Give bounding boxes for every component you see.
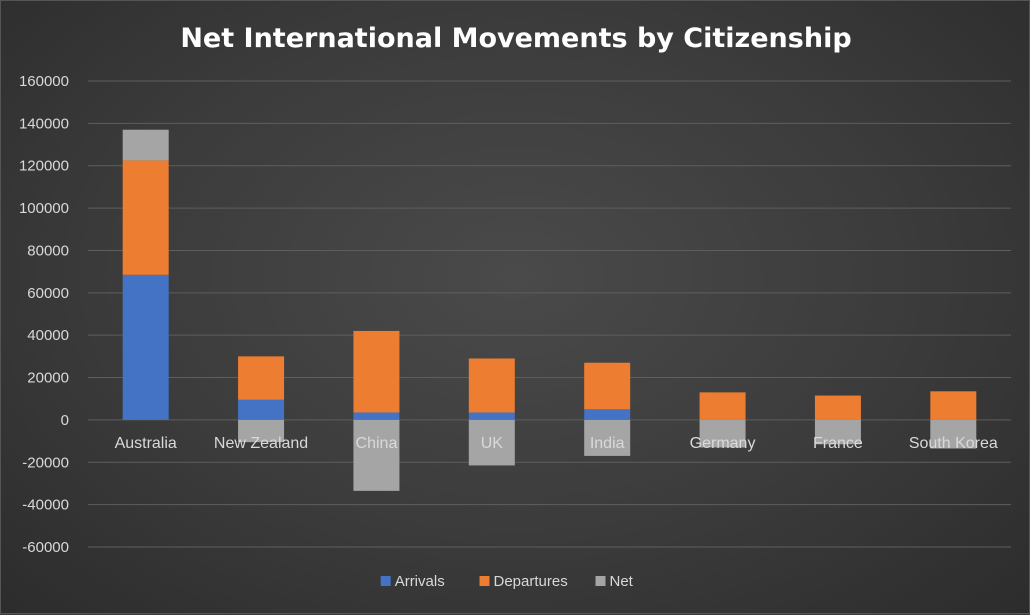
legend-swatch-net — [595, 576, 606, 586]
bar-arrivals-new-zealand — [238, 399, 285, 420]
bar-arrivals-china — [353, 412, 400, 420]
y-tick-label: 40000 — [27, 327, 69, 344]
y-tick-label: -20000 — [22, 454, 69, 471]
bar-net-australia — [122, 129, 169, 161]
legend-label-net: Net — [610, 573, 634, 590]
bar-arrivals-australia — [122, 274, 169, 420]
y-tick-label: -60000 — [22, 539, 69, 556]
x-axis-category-labels: Australia New Zealand China UK India Germany F… — [115, 435, 998, 452]
legend-label-departures: Departures — [494, 573, 568, 590]
category-label: UK — [481, 435, 504, 452]
bar-arrivals-india — [584, 409, 631, 420]
bar-net-south-korea — [930, 419, 977, 449]
y-tick-label: 20000 — [27, 370, 69, 387]
gridlines — [88, 80, 1011, 548]
y-axis-tick-labels: 160000 140000 120000 100000 80000 60000 40000 2… — [19, 73, 69, 556]
category-label: Australia — [115, 435, 177, 452]
bar-departures-uk — [468, 358, 515, 413]
y-tick-label: 100000 — [19, 200, 69, 217]
bar-net-new-zealand — [238, 419, 285, 443]
y-tick-label: 0 — [61, 412, 69, 429]
bar-departures-china — [353, 330, 400, 413]
category-label: India — [590, 435, 625, 452]
bar-net-china — [353, 419, 400, 491]
category-label: New Zealand — [214, 435, 308, 452]
y-tick-label: 140000 — [19, 115, 69, 132]
y-tick-label: 120000 — [19, 158, 69, 175]
category-label: China — [356, 435, 398, 452]
bars — [122, 129, 977, 491]
bar-departures-new-zealand — [238, 356, 285, 400]
bar-departures-germany — [699, 392, 746, 420]
bar-departures-india — [584, 362, 631, 410]
legend-label-arrivals: Arrivals — [395, 573, 445, 590]
y-tick-label: 80000 — [27, 242, 69, 259]
legend-swatch-arrivals — [380, 576, 391, 586]
category-label: France — [813, 435, 863, 452]
bar-net-france — [814, 419, 861, 445]
bar-net-uk — [468, 419, 515, 466]
legend-swatch-departures — [479, 576, 490, 586]
bar-departures-france — [814, 395, 861, 420]
category-label: Germany — [690, 435, 756, 452]
bar-departures-australia — [122, 160, 169, 275]
category-label: South Korea — [909, 435, 998, 452]
y-tick-label: 60000 — [27, 285, 69, 302]
y-tick-label: 160000 — [19, 73, 69, 90]
bar-arrivals-uk — [468, 412, 515, 420]
y-tick-label: -40000 — [22, 497, 69, 514]
bar-net-germany — [699, 419, 746, 448]
bar-net-india — [584, 419, 631, 456]
chart-title: Net International Movements by Citizensh… — [180, 23, 851, 54]
legend: Arrivals Departures Net — [380, 573, 634, 590]
bar-departures-south-korea — [930, 391, 977, 420]
